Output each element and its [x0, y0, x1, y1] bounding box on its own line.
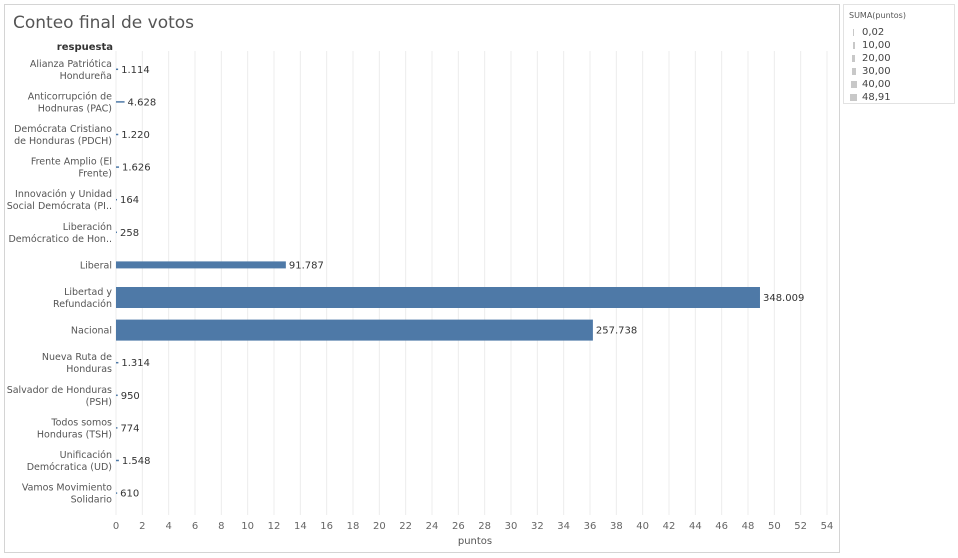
category-label: Nacional [71, 326, 112, 337]
data-label: 91.787 [289, 260, 324, 271]
x-tick-label: 36 [584, 521, 597, 532]
x-tick-label: 4 [165, 521, 171, 532]
bar [116, 492, 118, 494]
x-tick-label: 24 [426, 521, 439, 532]
category-label: Innovación y Unidad Social Demócrata (PI.… [7, 189, 112, 212]
legend-title: SUMA(puntos) [849, 11, 906, 20]
category-label: Vamos Movimiento Solidario [22, 483, 112, 506]
bar [116, 198, 117, 201]
x-tick-label: 16 [320, 521, 333, 532]
bar [116, 361, 119, 364]
legend-swatch [850, 94, 857, 101]
x-tick-label: 32 [531, 521, 544, 532]
bar [116, 287, 760, 308]
legend-item: 10,00 [850, 39, 891, 52]
x-tick-label: 14 [294, 521, 307, 532]
x-tick-label: 48 [742, 521, 755, 532]
x-tick-label: 28 [478, 521, 491, 532]
x-tick-label: 50 [768, 521, 781, 532]
x-tick-label: 18 [347, 521, 360, 532]
dimension-header: respuesta [56, 42, 113, 53]
bar [116, 261, 286, 269]
x-tick-label: 42 [663, 521, 676, 532]
legend-label: 20,00 [862, 53, 891, 64]
x-tick-label: 30 [505, 521, 518, 532]
x-axis-title: puntos [457, 536, 493, 547]
x-tick-label: 44 [689, 521, 702, 532]
x-tick-label: 54 [821, 521, 834, 532]
legend-panel: SUMA(puntos) 0,02 10,00 20,00 30,00 40,00 48,… [843, 4, 955, 104]
x-tick-label: 2 [139, 521, 145, 532]
bar [116, 166, 120, 168]
legend-label: 30,00 [862, 66, 891, 77]
data-label: 774 [120, 423, 139, 434]
legend-label: 10,00 [862, 40, 891, 51]
category-label: Alianza Patriótica Hondureña [30, 59, 112, 82]
legend-swatch [852, 55, 855, 62]
legend-items: 0,02 10,00 20,00 30,00 40,00 48,91 [850, 26, 891, 104]
legend-swatch [850, 81, 857, 88]
legend-label: 0,02 [862, 27, 885, 38]
x-tick-label: 52 [794, 521, 807, 532]
data-label: 258 [120, 228, 139, 239]
legend-label: 40,00 [862, 79, 891, 90]
legend-item: 40,00 [850, 78, 891, 91]
data-label: 348.009 [763, 293, 804, 304]
category-label: Demócrata Cristiano de Honduras (PDCH) [14, 124, 112, 147]
category-label: Salvador de Honduras (PSH) [7, 385, 112, 408]
category-label: Liberal [80, 260, 112, 271]
category-label: Frente Amplio (El Frente) [31, 157, 112, 180]
data-label: 950 [121, 391, 140, 402]
legend-item: 48,91 [850, 91, 891, 104]
category-label: Nueva Ruta de Honduras [42, 352, 112, 375]
x-tick-label: 34 [557, 521, 570, 532]
x-tick-label: 20 [373, 521, 386, 532]
chart-panel: Conteo final de votos respuesta 0 2 4 6 8 10 1… [4, 4, 840, 553]
x-tick-label: 10 [241, 521, 254, 532]
legend-item: 30,00 [850, 65, 891, 78]
x-tick-label: 22 [399, 521, 412, 532]
legend-swatch [852, 42, 855, 49]
data-label: 1.314 [121, 358, 150, 369]
x-tick-label: 26 [452, 521, 465, 532]
bar [116, 427, 118, 429]
data-label: 1.548 [122, 456, 151, 467]
bar [116, 133, 119, 136]
x-tick-label: 6 [192, 521, 198, 532]
bar [116, 319, 593, 341]
legend-label: 48,91 [862, 92, 891, 103]
bar [116, 231, 117, 234]
bar-chart: 0 2 4 6 8 10 12 14 16 18 20 22 24 26 28 30 32 34 36 38 40 42 4… [7, 51, 834, 532]
chart-title: Conteo final de votos [13, 13, 195, 33]
legend-item: 20,00 [850, 52, 891, 65]
data-label: 4.628 [128, 97, 157, 108]
data-label: 610 [120, 489, 139, 500]
x-tick-label: 38 [610, 521, 623, 532]
legend-swatch [851, 68, 856, 75]
data-label: 1.220 [121, 130, 150, 141]
category-label: Liberación Demócratico de Hon.. [8, 222, 112, 245]
bar [116, 394, 118, 397]
bar [116, 101, 125, 103]
data-label: 1.626 [122, 163, 151, 174]
x-tick-label: 8 [218, 521, 224, 532]
category-label: Unificación Demócratica (UD) [27, 450, 112, 473]
category-label: Libertad y Refundación [53, 287, 112, 310]
x-tick-label: 0 [113, 521, 119, 532]
bar [116, 459, 119, 462]
x-tick-label: 46 [715, 521, 728, 532]
legend-item: 0,02 [850, 26, 891, 39]
data-label: 257.738 [596, 326, 637, 337]
data-label: 1.114 [121, 65, 150, 76]
bar [116, 68, 119, 71]
category-label: Todos somos Honduras (TSH) [37, 417, 112, 440]
x-tick-label: 40 [636, 521, 649, 532]
data-label: 164 [120, 195, 139, 206]
x-tick-label: 12 [268, 521, 281, 532]
category-label: Anticorrupción de Hodnuras (PAC) [28, 91, 112, 114]
legend-swatch [853, 29, 854, 36]
